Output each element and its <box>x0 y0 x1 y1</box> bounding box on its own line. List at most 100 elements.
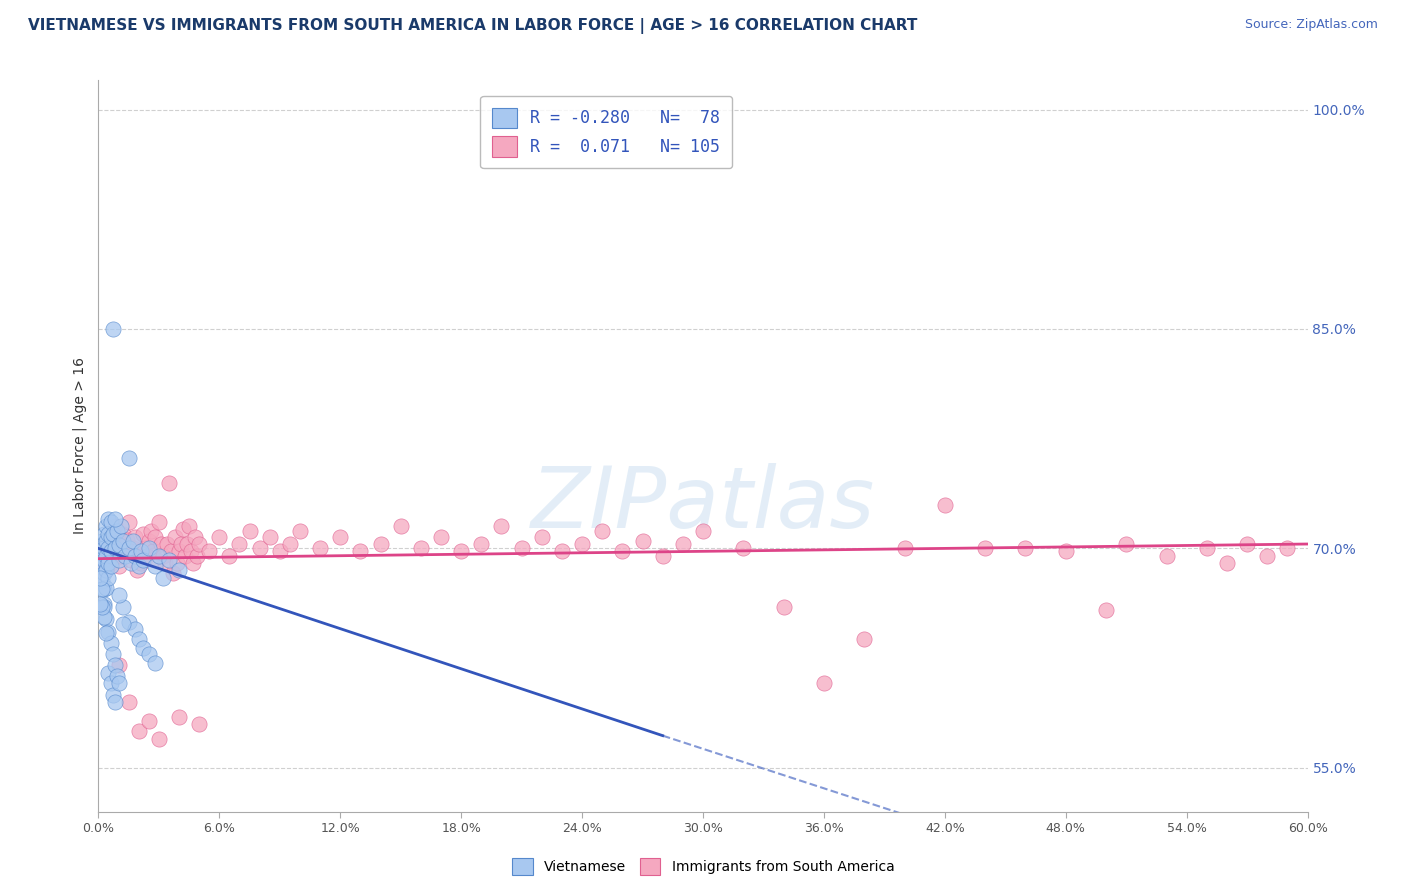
Point <box>163 530 186 544</box>
Point <box>120 556 142 570</box>
Point <box>103 658 125 673</box>
Point <box>1014 541 1036 556</box>
Point <box>91 582 114 597</box>
Point <box>218 549 240 563</box>
Point <box>1216 556 1239 570</box>
Point <box>672 537 695 551</box>
Point <box>103 695 125 709</box>
Point <box>107 588 129 602</box>
Point <box>91 558 114 573</box>
Point <box>160 544 183 558</box>
Point <box>121 534 143 549</box>
Point <box>450 544 472 558</box>
Point <box>96 551 118 566</box>
Point <box>110 549 132 563</box>
Point <box>89 541 111 556</box>
Point <box>491 519 513 533</box>
Point <box>111 534 134 549</box>
Point <box>89 571 111 585</box>
Point <box>100 530 122 544</box>
Point <box>124 530 146 544</box>
Point <box>329 530 352 544</box>
Point <box>149 537 172 551</box>
Point <box>97 541 120 556</box>
Point <box>89 551 111 566</box>
Point <box>96 612 118 626</box>
Point <box>188 537 211 551</box>
Point <box>167 709 190 723</box>
Point <box>152 549 174 563</box>
Point <box>409 541 432 556</box>
Text: VIETNAMESE VS IMMIGRANTS FROM SOUTH AMERICA IN LABOR FORCE | AGE > 16 CORRELATIO: VIETNAMESE VS IMMIGRANTS FROM SOUTH AMER… <box>28 18 918 34</box>
Point <box>1277 541 1299 556</box>
Point <box>138 714 160 728</box>
Point <box>974 541 997 556</box>
Point <box>93 553 115 567</box>
Point <box>97 512 120 526</box>
Point <box>733 541 755 556</box>
Point <box>148 515 170 529</box>
Point <box>128 632 150 646</box>
Point <box>166 556 188 570</box>
Point <box>1115 537 1137 551</box>
Point <box>97 624 120 639</box>
Point <box>239 524 262 538</box>
Point <box>124 549 146 563</box>
Point <box>139 524 162 538</box>
Y-axis label: In Labor Force | Age > 16: In Labor Force | Age > 16 <box>73 358 87 534</box>
Point <box>571 537 593 551</box>
Point <box>111 599 134 614</box>
Point <box>101 534 124 549</box>
Point <box>551 544 574 558</box>
Point <box>100 636 122 650</box>
Point <box>121 541 143 556</box>
Point <box>120 553 142 567</box>
Point <box>118 450 141 465</box>
Point <box>772 599 794 614</box>
Point <box>96 549 118 563</box>
Point <box>228 537 250 551</box>
Point <box>103 519 125 533</box>
Point <box>186 549 208 563</box>
Point <box>157 553 180 567</box>
Point <box>93 566 115 581</box>
Point <box>107 553 129 567</box>
Point <box>651 549 673 563</box>
Point <box>813 676 835 690</box>
Point <box>170 537 193 551</box>
Point <box>93 599 115 614</box>
Point <box>591 524 613 538</box>
Point <box>510 541 533 556</box>
Point <box>107 539 129 553</box>
Point <box>148 549 170 563</box>
Point <box>1156 549 1178 563</box>
Point <box>100 515 122 529</box>
Point <box>181 556 204 570</box>
Point <box>208 530 231 544</box>
Point <box>430 530 453 544</box>
Point <box>111 526 134 541</box>
Point <box>114 549 136 563</box>
Point <box>93 597 115 611</box>
Point <box>118 541 141 556</box>
Point <box>89 597 111 611</box>
Point <box>172 522 194 536</box>
Point <box>174 549 197 563</box>
Point <box>129 544 152 558</box>
Point <box>103 541 125 556</box>
Point <box>135 549 157 563</box>
Point <box>143 656 166 670</box>
Point <box>349 544 371 558</box>
Point <box>162 566 184 581</box>
Point <box>114 544 136 558</box>
Point <box>249 541 271 556</box>
Point <box>167 544 190 558</box>
Point <box>934 498 956 512</box>
Point <box>125 563 148 577</box>
Point <box>91 549 114 563</box>
Point <box>107 558 129 573</box>
Point <box>101 688 124 702</box>
Point <box>97 556 120 570</box>
Point <box>269 544 291 558</box>
Point <box>278 537 301 551</box>
